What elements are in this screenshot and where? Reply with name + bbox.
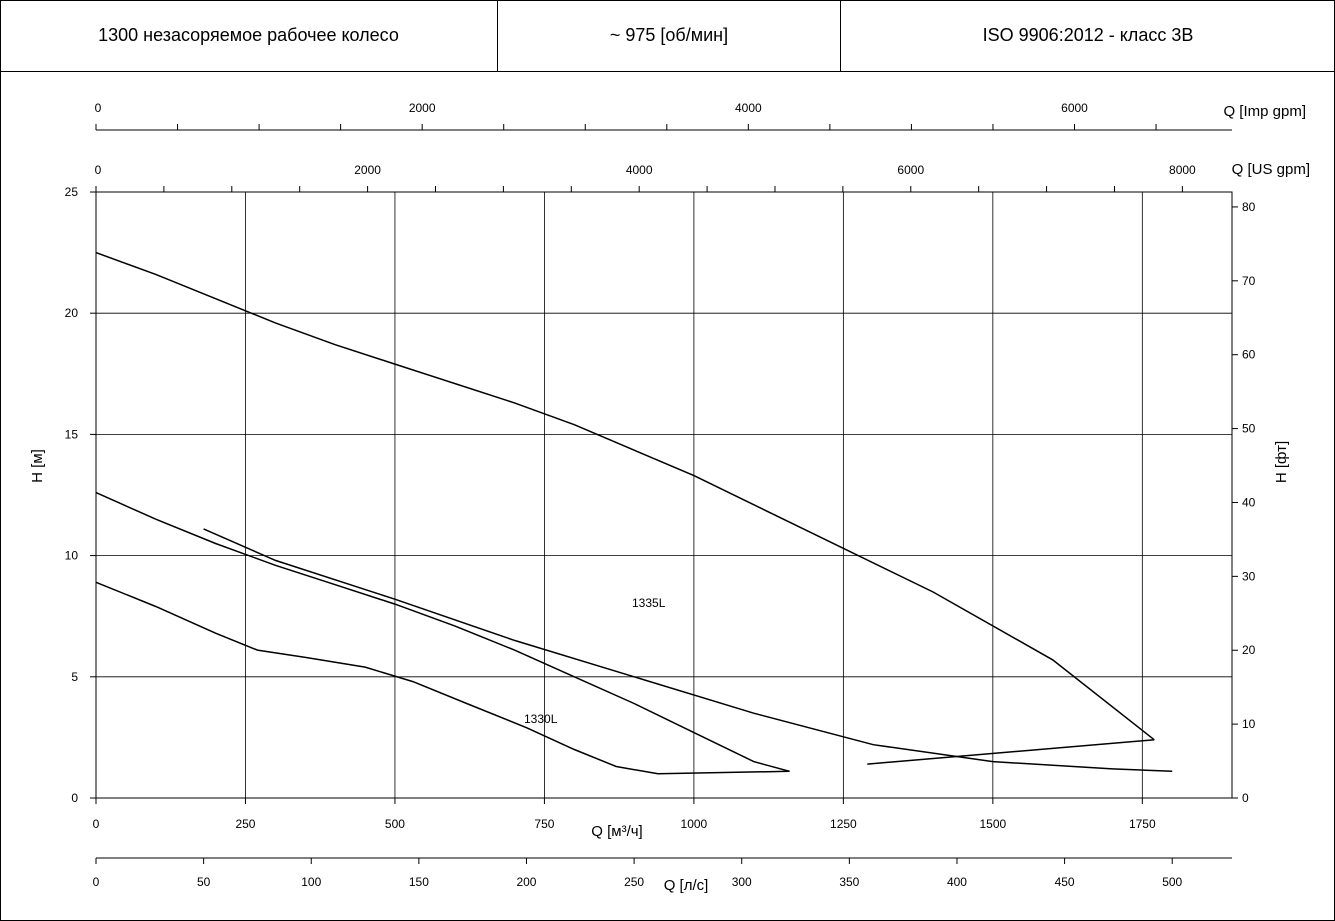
- header-speed-text: ~ 975 [об/мин]: [609, 25, 729, 45]
- ls-axis-tick-label: 300: [732, 875, 752, 889]
- y-tick-label: 25: [65, 185, 79, 199]
- us-gpm-axis-tick-label: 0: [95, 163, 102, 177]
- x-tick-label: 1750: [1129, 817, 1156, 831]
- us-gpm-axis-tick-label: 6000: [897, 163, 924, 177]
- y-tick-label: 15: [65, 427, 79, 441]
- right-tick-label: 0: [1242, 791, 1249, 805]
- right-tick-label: 10: [1242, 717, 1256, 731]
- x-axis-label: Q [м³/ч]: [591, 823, 642, 840]
- imp-gpm-axis-label: Q [Imp gpm]: [1223, 103, 1306, 120]
- x-tick-label: 1250: [830, 817, 857, 831]
- ls-axis-tick-label: 150: [409, 875, 429, 889]
- curve-end-connector-0: [867, 739, 1155, 765]
- curve-end-connector: [657, 770, 790, 775]
- curve-1: [95, 491, 790, 773]
- imp-gpm-axis-tick-label: 6000: [1061, 101, 1088, 115]
- right-tick-label: 20: [1242, 643, 1256, 657]
- y-axis-label-right: H [фт]: [1273, 441, 1290, 483]
- right-tick-label: 60: [1242, 348, 1256, 362]
- ls-axis-tick-label: 400: [947, 875, 967, 889]
- x-tick-label: 250: [235, 817, 255, 831]
- ls-axis-tick-label: 500: [1162, 875, 1182, 889]
- y-tick-label: 20: [65, 306, 79, 320]
- us-gpm-axis-tick-label: 2000: [354, 163, 381, 177]
- right-tick-label: 70: [1242, 274, 1256, 288]
- ls-axis-label: Q [л/с]: [664, 877, 709, 894]
- us-gpm-axis-label: Q [US gpm]: [1232, 161, 1310, 178]
- y-tick-label: 5: [71, 670, 78, 684]
- curve-label-1330L: 1330L: [524, 712, 558, 726]
- right-tick-label: 30: [1242, 569, 1256, 583]
- us-gpm-axis-tick-label: 4000: [626, 163, 653, 177]
- header-standard: ISO 9906:2012 - класс 3B: [841, 0, 1335, 72]
- ls-axis-tick-label: 350: [839, 875, 859, 889]
- x-tick-label: 750: [534, 817, 554, 831]
- y-tick-label: 0: [71, 791, 78, 805]
- ls-axis-tick-label: 200: [516, 875, 536, 889]
- ls-axis-tick-label: 100: [301, 875, 321, 889]
- imp-gpm-axis-tick-label: 0: [95, 101, 102, 115]
- header-impeller-text: 1300 незасоряемое рабочее колесо: [98, 25, 399, 45]
- imp-gpm-axis-tick-label: 4000: [735, 101, 762, 115]
- header-standard-text: ISO 9906:2012 - класс 3B: [982, 25, 1194, 45]
- x-tick-label: 1500: [979, 817, 1006, 831]
- us-gpm-axis-tick-label: 8000: [1169, 163, 1196, 177]
- chart-header: 1300 незасоряемое рабочее колесо ~ 975 […: [0, 0, 1335, 72]
- plot-area: [95, 191, 1233, 799]
- header-speed: ~ 975 [об/мин]: [498, 0, 841, 72]
- curve-0: [95, 581, 659, 775]
- x-tick-label: 1000: [681, 817, 708, 831]
- header-impeller: 1300 незасоряемое рабочее колесо: [0, 0, 498, 72]
- x-tick-label: 500: [385, 817, 405, 831]
- right-tick-label: 40: [1242, 495, 1256, 509]
- imp-gpm-axis-tick-label: 2000: [409, 101, 436, 115]
- curve-3: [95, 251, 1155, 741]
- ls-axis-tick-label: 50: [197, 875, 211, 889]
- x-tick-label: 0: [93, 817, 100, 831]
- right-tick-label: 50: [1242, 422, 1256, 436]
- right-tick-label: 80: [1242, 200, 1256, 214]
- curve-2: [203, 528, 1173, 773]
- y-tick-label: 10: [65, 549, 79, 563]
- ls-axis-tick-label: 450: [1055, 875, 1075, 889]
- ls-axis-tick-label: 250: [624, 875, 644, 889]
- ls-axis-tick-label: 0: [93, 875, 100, 889]
- curve-label-1335L: 1335L: [632, 596, 666, 610]
- y-axis-label: H [м]: [29, 449, 46, 483]
